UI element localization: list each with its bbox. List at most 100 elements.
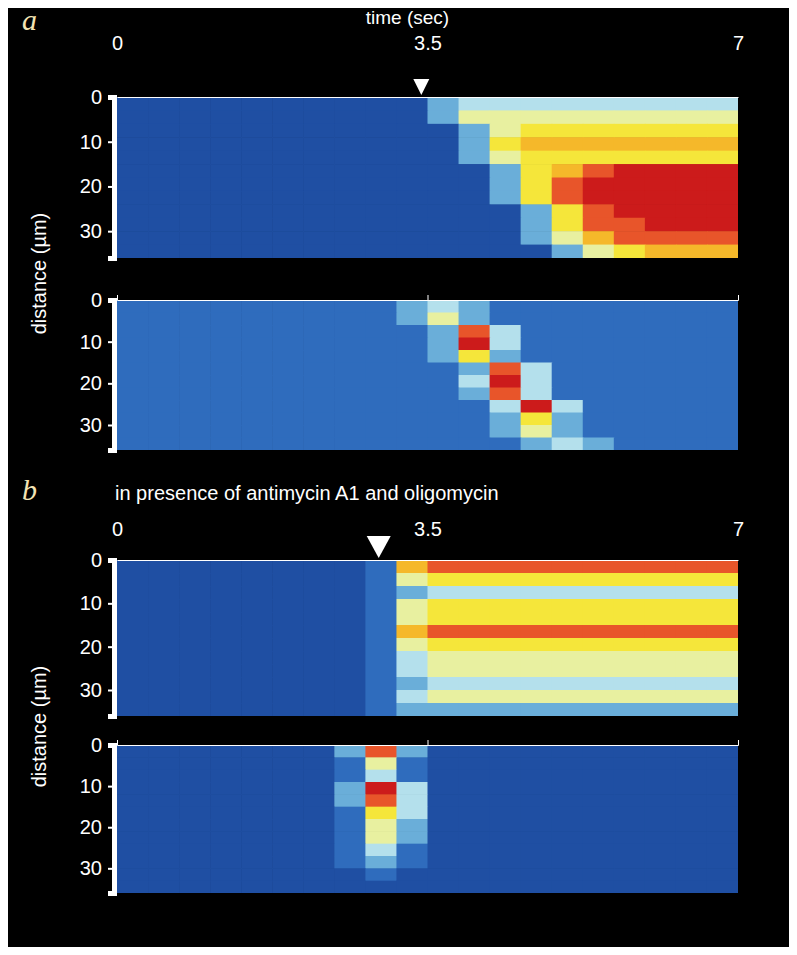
- heatmap-cell: [365, 245, 397, 258]
- heatmap-cell: [303, 807, 335, 820]
- heatmap-cell: [272, 97, 304, 111]
- heatmap-cell: [272, 599, 304, 613]
- heatmap-cell: [241, 413, 273, 426]
- heatmap-cell: [365, 363, 397, 376]
- heatmap-cell: [272, 350, 304, 363]
- heatmap-cell: [521, 745, 553, 758]
- heatmap-cell: [334, 350, 366, 363]
- heatmap-cell: [148, 638, 180, 652]
- heatmap-cell: [614, 638, 646, 652]
- heatmap-cell: [676, 300, 708, 313]
- heatmap-cell: [521, 97, 553, 111]
- heatmap-cell: [521, 164, 553, 178]
- heatmap-cell: [676, 651, 708, 665]
- heatmap-cell: [428, 677, 460, 691]
- heatmap-cell: [707, 690, 738, 704]
- heatmap-cell: [210, 204, 242, 218]
- heatmap-cell: [676, 375, 708, 388]
- heatmap-cell: [459, 612, 491, 626]
- y-tick-label: 0: [91, 734, 102, 756]
- heatmap-cell: [396, 191, 428, 205]
- heatmap-cell: [614, 313, 646, 326]
- heatmap-cell: [272, 638, 304, 652]
- heatmap-cell: [303, 757, 335, 770]
- heatmap-cell: [676, 151, 708, 165]
- heatmap-cell: [490, 191, 522, 205]
- heatmap-cell: [179, 300, 211, 313]
- heatmap-cell: [396, 338, 428, 351]
- y-tick-mark: [108, 745, 114, 747]
- heatmap-cell: [210, 137, 242, 151]
- heatmap-cell: [459, 573, 491, 587]
- heatmap-cell: [396, 573, 428, 587]
- heatmap-cell: [614, 586, 646, 600]
- heatmap-cell: [645, 178, 677, 192]
- heatmap-cell: [210, 388, 242, 401]
- heatmap-cell: [521, 178, 553, 192]
- heatmap-cell: [583, 794, 615, 807]
- heatmap-cell: [241, 363, 273, 376]
- heatmap-cell: [676, 586, 708, 600]
- heatmap-cell: [490, 218, 522, 232]
- heatmap-cell: [148, 350, 180, 363]
- heatmap-cell: [490, 819, 522, 832]
- x-tick-mark: [738, 740, 739, 745]
- heatmap-cell: [707, 782, 738, 795]
- heatmap-cell: [148, 218, 180, 232]
- heatmap-cell: [521, 868, 553, 881]
- heatmap-cell: [396, 137, 428, 151]
- heatmap-cell: [303, 690, 335, 704]
- heatmap-cell: [117, 757, 149, 770]
- heatmap-cell: [490, 638, 522, 652]
- heatmap-cell: [583, 178, 615, 192]
- heatmap-cell: [552, 137, 584, 151]
- x-axis: [118, 740, 739, 746]
- heatmap-cell: [334, 178, 366, 192]
- heatmap-cell: [614, 137, 646, 151]
- heatmap-cell: [148, 770, 180, 783]
- heatmap-cell: [365, 690, 397, 704]
- heatmap-cell: [117, 350, 149, 363]
- y-tick-label: 20: [80, 816, 102, 838]
- heatmap-cell: [303, 178, 335, 192]
- heatmap-cell: [490, 97, 522, 111]
- heatmap-cell: [428, 573, 460, 587]
- heatmap-cell: [428, 794, 460, 807]
- heatmap-cell: [334, 757, 366, 770]
- heatmap-cell: [645, 137, 677, 151]
- heatmap-cell: [241, 560, 273, 574]
- heatmap-cell: [614, 178, 646, 192]
- heatmap-cell: [241, 218, 273, 232]
- heatmap-cell: [365, 868, 397, 881]
- heatmap-cell: [365, 856, 397, 869]
- heatmap-cell: [148, 137, 180, 151]
- x-tick: 0: [112, 518, 123, 560]
- heatmap-cell: [459, 400, 491, 413]
- heatmap-cell: [552, 363, 584, 376]
- heatmap-cell: [396, 757, 428, 770]
- heatmap-cell: [210, 124, 242, 138]
- heatmap-cell: [303, 868, 335, 881]
- heatmap-cell: [428, 363, 460, 376]
- heatmap-cell: [179, 560, 211, 574]
- heatmap-cell: [272, 218, 304, 232]
- heatmap-cell: [645, 350, 677, 363]
- heatmap-cell: [148, 425, 180, 438]
- heatmap-cell: [241, 745, 273, 758]
- heatmap-cell: [521, 110, 553, 124]
- heatmap-cell: [614, 881, 646, 893]
- heatmap-cell: [365, 625, 397, 639]
- heatmap-cell: [645, 218, 677, 232]
- heatmap-cell: [645, 363, 677, 376]
- heatmap-cell: [552, 856, 584, 869]
- heatmap-cell: [645, 413, 677, 426]
- heatmap-cell: [117, 612, 149, 626]
- heatmap-cell: [303, 245, 335, 258]
- heatmap-cell: [210, 844, 242, 857]
- heatmap-cell: [707, 651, 738, 665]
- heatmap-cell: [521, 400, 553, 413]
- heatmap-cell: [334, 400, 366, 413]
- heatmap-cell: [583, 625, 615, 639]
- heatmap-cell: [179, 137, 211, 151]
- y-tick-label: 0: [91, 549, 102, 571]
